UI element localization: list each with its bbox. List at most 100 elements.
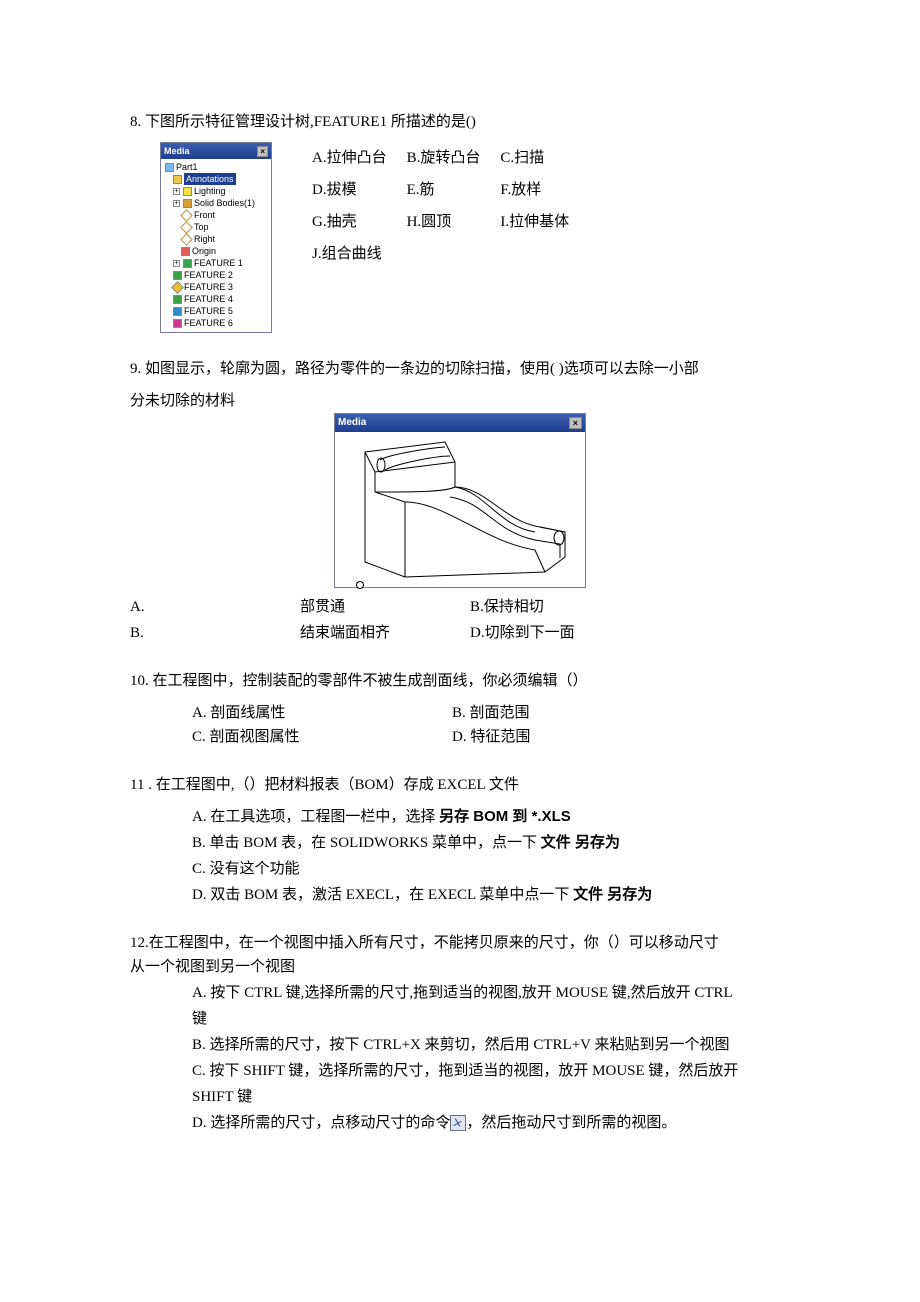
q11-d-pre: D. 双击 BOM 表，激活 EXECL，在 EXECL 菜单中点一下	[192, 887, 573, 903]
q10-stem: 10. 在工程图中，控制装配的零部件不被生成剖面线，你必须编辑（）	[130, 669, 790, 693]
question-12: 12.在工程图中，在一个视图中插入所有尺寸，不能拷贝原来的尺寸，你（）可以移动尺…	[130, 931, 790, 1135]
tree-node-label: FEATURE 5	[184, 305, 233, 317]
close-icon: ×	[569, 417, 582, 429]
q11-options: A. 在工具选项，工程图一栏中，选择 另存 BOM 到 *.XLS B. 单击 …	[192, 805, 790, 907]
tree-node-label: FEATURE 4	[184, 293, 233, 305]
question-10: 10. 在工程图中，控制装配的零部件不被生成剖面线，你必须编辑（） A. 剖面线…	[130, 669, 790, 749]
tree-node-icon	[173, 175, 182, 184]
question-11: 11 . 在工程图中,（）把材料报表（BOM）存成 EXCEL 文件 A. 在工…	[130, 773, 790, 907]
q11-opt-b: B. 单击 BOM 表，在 SOLIDWORKS 菜单中，点一下 文件 另存为	[192, 831, 790, 855]
tree-node-icon	[173, 319, 182, 328]
tree-item: Top	[163, 221, 269, 233]
tree-node-icon	[171, 281, 184, 294]
q10-opt-c: C. 剖面视图属性	[192, 725, 452, 749]
tree-item: FEATURE 4	[163, 293, 269, 305]
option-cell	[500, 238, 589, 270]
tree-node-icon	[165, 163, 174, 172]
q9-media-titlebar: Media ×	[335, 414, 585, 432]
question-8: 8. 下图所示特征管理设计树,FEATURE1 所描述的是() Media × …	[130, 110, 790, 333]
q12-opt-d: D. 选择所需的尺寸，点移动尺寸的命令 ，然后拖动尺寸到所需的视图。	[192, 1111, 790, 1135]
q9-part-sketch-icon	[335, 432, 585, 587]
q8-options: A.拉伸凸台B.旋转凸台C.扫描D.拔模E.筋F.放样G.抽壳H.圆顶I.拉伸基…	[312, 142, 589, 270]
q11-d-bold: 文件 另存为	[573, 886, 652, 903]
q12-d-post: ，然后拖动尺寸到所需的视图。	[466, 1115, 676, 1131]
tree-item: + Lighting	[163, 185, 269, 197]
q9-figure-wrap: Media ×	[130, 413, 790, 595]
tree-item: Front	[163, 209, 269, 221]
tree-node-icon	[180, 233, 193, 246]
tree-node-label: FEATURE 1	[194, 257, 243, 269]
q12-opt-c-line2: SHIFT 键	[192, 1085, 790, 1109]
q9-stem-line2: 分未切除的材料	[130, 389, 790, 413]
q8-stem: 8. 下图所示特征管理设计树,FEATURE1 所描述的是()	[130, 110, 790, 134]
tree-node-icon	[173, 295, 182, 304]
q9-opt-text-right: D.切除到下一面	[470, 621, 790, 645]
q9-opt-text-right: B.保持相切	[470, 595, 790, 619]
tree-node-icon	[180, 221, 193, 234]
tree-item: Origin	[163, 245, 269, 257]
q12-stem-line2: 从一个视图到另一个视图	[130, 955, 790, 979]
tree-node-icon	[180, 209, 193, 222]
tree-node-label: Origin	[192, 245, 216, 257]
q9-options: A.部贯通B.保持相切B.结束端面相齐D.切除到下一面	[130, 595, 790, 645]
option-row: J.组合曲线	[312, 238, 589, 270]
tree-title-text: Media	[164, 144, 190, 158]
feature-tree-panel: Media × Part1Annotations + Lighting+Solid …	[160, 142, 272, 333]
tree-node-label: FEATURE 3	[184, 281, 233, 293]
tree-item: +Solid Bodies(1)	[163, 197, 269, 209]
q9-opt-letter: A.	[130, 595, 170, 619]
tree-item: FEATURE 3	[163, 281, 269, 293]
q12-options: A. 按下 CTRL 键,选择所需的尺寸,拖到适当的视图,放开 MOUSE 键,…	[192, 981, 790, 1135]
q10-opt-a: A. 剖面线属性	[192, 701, 452, 725]
tree-node-label: Front	[194, 209, 215, 221]
q11-a-bold: 另存 BOM 到 *.XLS	[439, 808, 571, 825]
q12-opt-a-line2: 键	[192, 1007, 790, 1031]
tree-node-icon	[183, 259, 192, 268]
move-dimension-icon	[450, 1115, 466, 1131]
tree-node-icon	[173, 307, 182, 316]
q9-opt-text-left: 部贯通	[170, 595, 470, 619]
document-page: 8. 下图所示特征管理设计树,FEATURE1 所描述的是() Media × …	[0, 0, 920, 1302]
option-cell: I.拉伸基体	[500, 206, 589, 238]
q10-options: A. 剖面线属性 B. 剖面范围 C. 剖面视图属性 D. 特征范围	[192, 701, 790, 749]
tree-item: Annotations	[163, 173, 269, 185]
tree-item: FEATURE 2	[163, 269, 269, 281]
q11-a-pre: A. 在工具选项，工程图一栏中，选择	[192, 809, 439, 825]
q12-opt-c-line1: C. 按下 SHIFT 键，选择所需的尺寸，拖到适当的视图，放开 MOUSE 键…	[192, 1059, 790, 1083]
option-cell: E.筋	[407, 174, 501, 206]
expand-icon: +	[173, 188, 180, 195]
q9-opt-text-left: 结束端面相齐	[170, 621, 470, 645]
expand-icon: +	[173, 260, 180, 267]
q12-opt-a-line1: A. 按下 CTRL 键,选择所需的尺寸,拖到适当的视图,放开 MOUSE 键,…	[192, 981, 790, 1005]
option-cell: F.放样	[500, 174, 589, 206]
q9-media-canvas	[335, 432, 585, 587]
q10-opt-b: B. 剖面范围	[452, 701, 712, 725]
q11-opt-a: A. 在工具选项，工程图一栏中，选择 另存 BOM 到 *.XLS	[192, 805, 790, 829]
tree-node-label: Top	[194, 221, 209, 233]
option-cell: G.抽壳	[312, 206, 407, 238]
option-row: G.抽壳H.圆顶I.拉伸基体	[312, 206, 589, 238]
tree-node-label: Lighting	[194, 185, 226, 197]
q12-d-pre: D. 选择所需的尺寸，点移动尺寸的命令	[192, 1115, 450, 1131]
q12-stem-line1: 12.在工程图中，在一个视图中插入所有尺寸，不能拷贝原来的尺寸，你（）可以移动尺…	[130, 931, 790, 955]
tree-titlebar: Media ×	[161, 143, 271, 159]
tree-node-icon	[183, 199, 192, 208]
option-cell: C.扫描	[500, 142, 589, 174]
tree-body: Part1Annotations + Lighting+Solid Bodies(1…	[161, 159, 271, 332]
tree-item: Part1	[163, 161, 269, 173]
option-row: D.拔模E.筋F.放样	[312, 174, 589, 206]
tree-item: Right	[163, 233, 269, 245]
q11-stem: 11 . 在工程图中,（）把材料报表（BOM）存成 EXCEL 文件	[130, 773, 790, 797]
q9-media-title: Media	[338, 415, 366, 431]
tree-node-icon	[183, 187, 192, 196]
tree-item: FEATURE 6	[163, 317, 269, 329]
tree-item: + FEATURE 1	[163, 257, 269, 269]
q8-option-table: A.拉伸凸台B.旋转凸台C.扫描D.拔模E.筋F.放样G.抽壳H.圆顶I.拉伸基…	[312, 142, 589, 270]
option-cell	[407, 238, 501, 270]
tree-node-icon	[181, 247, 190, 256]
option-cell: H.圆顶	[407, 206, 501, 238]
q9-media-box: Media ×	[334, 413, 586, 588]
option-cell: D.拔模	[312, 174, 407, 206]
q11-opt-c: C. 没有这个功能	[192, 857, 790, 881]
q11-opt-d: D. 双击 BOM 表，激活 EXECL，在 EXECL 菜单中点一下 文件 另…	[192, 883, 790, 907]
